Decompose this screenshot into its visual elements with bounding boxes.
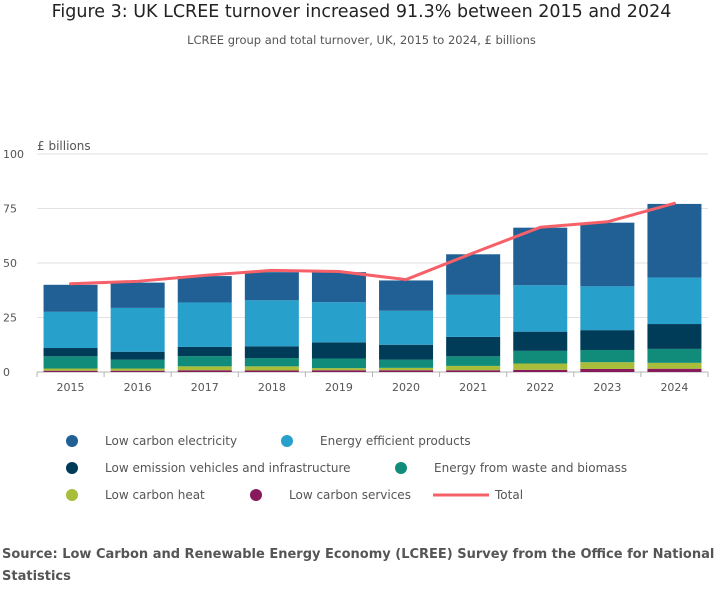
x-tick-label: 2015 — [57, 381, 85, 394]
bar-segment — [446, 365, 501, 371]
bar-segment — [513, 227, 568, 286]
legend-label: Low carbon services — [289, 488, 411, 502]
bar-segment — [43, 348, 98, 357]
bar-segment — [177, 346, 232, 357]
legend-label: Low emission vehicles and infrastructure — [105, 461, 351, 475]
bar-segment — [244, 358, 299, 367]
bar-segment — [110, 368, 165, 371]
legend-label: Low carbon electricity — [105, 434, 237, 448]
x-tick-label: 2020 — [392, 381, 420, 394]
y-tick-label: 25 — [3, 312, 17, 325]
bar-segment — [379, 310, 434, 345]
bar-segment — [110, 370, 165, 372]
legend-label: Total — [494, 488, 523, 502]
bar-segment — [244, 300, 299, 347]
bar-segment — [446, 336, 501, 357]
legend-label: Low carbon heat — [105, 488, 205, 502]
bar-segment — [177, 356, 232, 367]
chart-subtitle: LCREE group and total turnover, UK, 2015… — [187, 33, 536, 47]
bar-segment — [580, 349, 635, 363]
legend-circle-swatch — [281, 435, 293, 447]
bar-segment — [311, 342, 366, 359]
bar-segment — [513, 331, 568, 351]
bar-segment — [446, 294, 501, 337]
x-tick-label: 2024 — [660, 381, 688, 394]
y-axis-label: £ billions — [37, 139, 91, 153]
total-line — [69, 201, 676, 286]
bar-segment — [244, 366, 299, 371]
bar-segment — [580, 368, 635, 372]
bar-segment — [311, 370, 366, 372]
bar-segment — [43, 368, 98, 371]
legend-label: Energy efficient products — [320, 434, 471, 448]
x-tick-label: 2022 — [526, 381, 554, 394]
bar-segment — [513, 350, 568, 364]
x-tick-label: 2021 — [459, 381, 487, 394]
bar-segment — [513, 363, 568, 370]
bar-segment — [379, 367, 434, 371]
bar-segment — [110, 307, 165, 352]
bar-segment — [379, 370, 434, 372]
bar-segment — [43, 311, 98, 349]
bar-segment — [647, 348, 702, 363]
bar-segment — [244, 272, 299, 301]
y-tick-label: 100 — [3, 148, 24, 161]
bar-segment — [446, 356, 501, 366]
bar-segment — [647, 203, 702, 278]
source-note: Source: Low Carbon and Renewable Energy … — [2, 547, 715, 584]
bar-segment — [647, 368, 702, 372]
bar-segment — [177, 302, 232, 347]
bar-segment — [244, 346, 299, 359]
bar-segment — [43, 356, 98, 369]
y-tick-label: 0 — [3, 366, 10, 379]
bar-segment — [311, 358, 366, 369]
legend-circle-swatch — [395, 462, 407, 474]
bar-segment — [647, 277, 702, 325]
bar-segment — [379, 359, 434, 368]
bar-segment — [446, 370, 501, 372]
x-tick-label: 2017 — [191, 381, 219, 394]
x-tick-label: 2019 — [325, 381, 353, 394]
bar-segment — [311, 272, 366, 303]
bar-segment — [311, 302, 366, 343]
legend-circle-swatch — [66, 462, 78, 474]
bar-segment — [580, 286, 635, 331]
bar-segment — [43, 284, 98, 312]
bar-segment — [110, 359, 165, 369]
bar-segment — [43, 370, 98, 372]
x-tick-label: 2016 — [124, 381, 152, 394]
bar-segment — [177, 366, 232, 371]
bar-segment — [513, 285, 568, 332]
y-tick-label: 50 — [3, 257, 17, 270]
bar-segment — [580, 330, 635, 350]
bar-segment — [311, 368, 366, 371]
bar-segment — [244, 370, 299, 372]
chart-title: Figure 3: UK LCREE turnover increased 91… — [51, 2, 672, 22]
bar-segment — [647, 324, 702, 349]
bar-segment — [513, 369, 568, 372]
legend-circle-swatch — [66, 489, 78, 501]
bar-segment — [580, 362, 635, 369]
bar-segment — [110, 282, 165, 308]
y-tick-label: 75 — [3, 203, 17, 216]
bar-segment — [110, 351, 165, 360]
legend-label: Energy from waste and biomass — [434, 461, 627, 475]
stacked-bar-chart: 0 25 50 75 100 £ billions 2015 2016 2017 2018 2019… — [3, 139, 709, 502]
bar-segment — [177, 370, 232, 372]
legend-circle-swatch — [66, 435, 78, 447]
x-tick-label: 2023 — [593, 381, 621, 394]
bar-segment — [580, 222, 635, 287]
bar-segment — [379, 280, 434, 311]
legend-circle-swatch — [250, 489, 262, 501]
bar-segment — [177, 276, 232, 303]
bar-segment — [647, 362, 702, 369]
x-tick-label: 2018 — [258, 381, 286, 394]
bar-segment — [379, 344, 434, 360]
